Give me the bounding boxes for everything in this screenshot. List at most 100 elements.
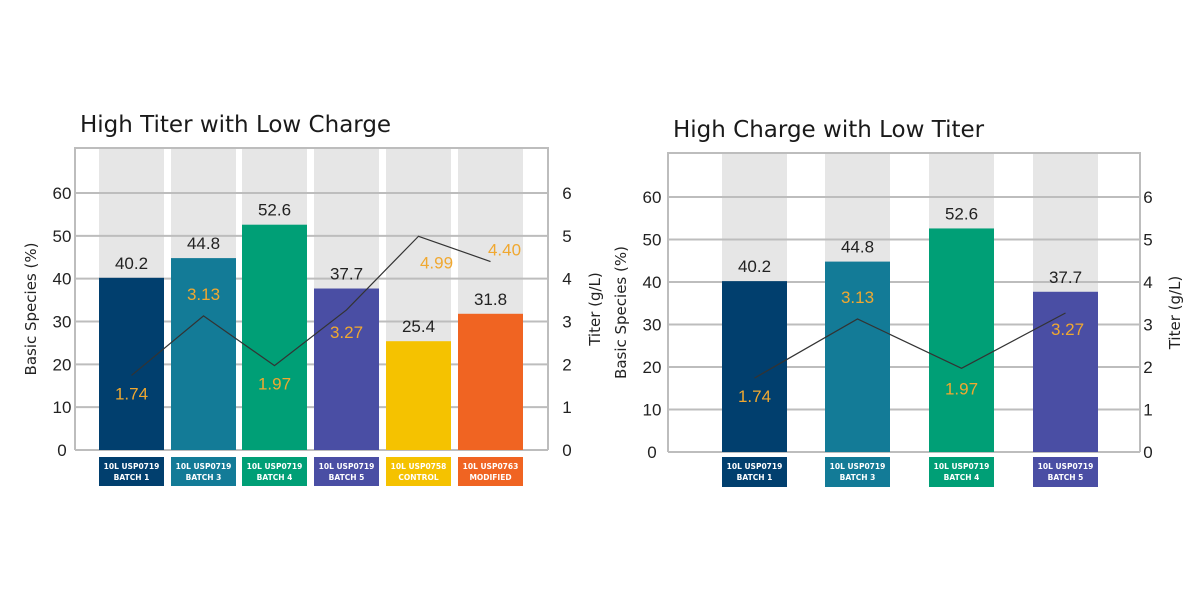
bar bbox=[825, 261, 890, 452]
bar bbox=[386, 341, 451, 450]
titer-value-label: 3.27 bbox=[330, 323, 363, 342]
y2-tick-label: 2 bbox=[562, 355, 571, 374]
bar-value-label: 31.8 bbox=[474, 290, 507, 309]
category-label-line1: 10L USP0719 bbox=[104, 462, 160, 471]
y2-tick-label: 1 bbox=[562, 398, 571, 417]
y-tick-label: 0 bbox=[57, 441, 66, 460]
category-label-line1: 10L USP0719 bbox=[319, 462, 375, 471]
bar bbox=[1033, 291, 1098, 452]
titer-line bbox=[754, 312, 1066, 379]
y-tick-label: 60 bbox=[643, 188, 662, 207]
category-label-line1: 10L USP0758 bbox=[391, 462, 447, 471]
category-label-line2: CONTROL bbox=[398, 473, 438, 482]
category-label-line1: 10L USP0719 bbox=[727, 462, 783, 471]
y2-axis-label: Titer (g/L) bbox=[1166, 276, 1184, 351]
category-label-box bbox=[386, 457, 451, 486]
y2-tick-label: 4 bbox=[562, 270, 571, 289]
category-label-line2: BATCH 3 bbox=[840, 473, 876, 482]
bar bbox=[171, 258, 236, 450]
y2-tick-label: 2 bbox=[1143, 358, 1152, 377]
bar bbox=[458, 313, 523, 450]
category-label-box bbox=[1033, 457, 1098, 487]
y-tick-label: 50 bbox=[53, 227, 72, 246]
chart-title: High Charge with Low Titer bbox=[673, 117, 985, 143]
category-label-line2: BATCH 5 bbox=[329, 473, 365, 482]
y2-tick-label: 3 bbox=[1143, 316, 1152, 335]
y2-tick-label: 3 bbox=[562, 313, 571, 332]
y-tick-label: 20 bbox=[53, 355, 72, 374]
y2-axis-label: Titer (g/L) bbox=[586, 272, 604, 347]
bar-value-label: 44.8 bbox=[841, 238, 874, 257]
category-label-line2: BATCH 1 bbox=[737, 473, 773, 482]
category-label-line1: 10L USP0719 bbox=[176, 462, 232, 471]
y-tick-label: 60 bbox=[53, 184, 72, 203]
chart-title: High Titer with Low Charge bbox=[80, 112, 391, 138]
titer-value-label: 1.74 bbox=[115, 384, 148, 403]
bar bbox=[314, 288, 379, 450]
category-label-line1: 10L USP0719 bbox=[247, 462, 303, 471]
category-label-line1: 10L USP0719 bbox=[1038, 462, 1094, 471]
category-label-box bbox=[314, 457, 379, 486]
bar-value-label: 37.7 bbox=[1049, 268, 1082, 287]
category-label-box bbox=[929, 457, 994, 487]
bar bbox=[242, 224, 307, 450]
category-label-line1: 10L USP0719 bbox=[934, 462, 990, 471]
y-tick-label: 20 bbox=[643, 358, 662, 377]
titer-line bbox=[131, 235, 491, 376]
category-label-box bbox=[242, 457, 307, 486]
category-label-box bbox=[99, 457, 164, 486]
titer-value-label: 4.40 bbox=[488, 241, 521, 260]
y-tick-label: 10 bbox=[53, 398, 72, 417]
bar bbox=[722, 281, 787, 452]
chart-2: High Charge with Low Titer 0 10 20 30 40 50 60 0… bbox=[612, 117, 1184, 487]
category-label-line1: 10L USP0763 bbox=[463, 462, 519, 471]
category-label-box bbox=[458, 457, 523, 486]
bar-value-label: 52.6 bbox=[945, 204, 978, 223]
y2-tick-label: 5 bbox=[562, 227, 571, 246]
bar-value-label: 25.4 bbox=[402, 317, 435, 336]
bar-value-label: 40.2 bbox=[738, 257, 771, 276]
y2-tick-label: 6 bbox=[562, 184, 571, 203]
y2-tick-label: 0 bbox=[562, 441, 571, 460]
category-label-box bbox=[171, 457, 236, 486]
titer-value-label: 3.13 bbox=[841, 288, 874, 307]
y-tick-label: 40 bbox=[53, 270, 72, 289]
plot-frame bbox=[667, 152, 1141, 452]
category-label-line2: MODIFIED bbox=[469, 473, 511, 482]
y2-tick-label: 0 bbox=[1143, 443, 1152, 462]
bar-value-label: 40.2 bbox=[115, 254, 148, 273]
category-label-line2: BATCH 3 bbox=[186, 473, 222, 482]
y2-tick-label: 5 bbox=[1143, 231, 1152, 250]
y2-tick-label: 1 bbox=[1143, 401, 1152, 420]
y-tick-label: 40 bbox=[643, 273, 662, 292]
y-tick-label: 10 bbox=[643, 401, 662, 420]
y-axis-label: Basic Species (%) bbox=[612, 246, 630, 379]
category-label-line2: BATCH 4 bbox=[257, 473, 293, 482]
category-label-line2: BATCH 5 bbox=[1048, 473, 1084, 482]
y-tick-label: 50 bbox=[643, 231, 662, 250]
category-label-line2: BATCH 4 bbox=[944, 473, 980, 482]
y-tick-label: 30 bbox=[643, 316, 662, 335]
titer-value-label: 3.13 bbox=[187, 285, 220, 304]
bar-value-label: 37.7 bbox=[330, 265, 363, 284]
category-label-box bbox=[825, 457, 890, 487]
y2-tick-label: 4 bbox=[1143, 273, 1152, 292]
y2-tick-label: 6 bbox=[1143, 188, 1152, 207]
titer-value-label: 1.97 bbox=[258, 375, 291, 394]
category-label-box bbox=[722, 457, 787, 487]
plot-frame bbox=[74, 147, 549, 450]
titer-value-label: 1.74 bbox=[738, 387, 771, 406]
category-label-line2: BATCH 1 bbox=[114, 473, 150, 482]
y-tick-label: 30 bbox=[53, 313, 72, 332]
titer-value-label: 4.99 bbox=[420, 253, 453, 272]
titer-value-label: 3.27 bbox=[1051, 320, 1084, 339]
category-label-line1: 10L USP0719 bbox=[830, 462, 886, 471]
chart-1: High Titer with Low Charge 0 10 20 30 40 50 60 0… bbox=[22, 112, 604, 486]
y-tick-label: 0 bbox=[647, 443, 656, 462]
bar-value-label: 52.6 bbox=[258, 201, 291, 220]
bar bbox=[99, 277, 164, 450]
bar bbox=[929, 228, 994, 452]
y-axis-label: Basic Species (%) bbox=[22, 243, 40, 376]
bar-value-label: 44.8 bbox=[187, 234, 220, 253]
